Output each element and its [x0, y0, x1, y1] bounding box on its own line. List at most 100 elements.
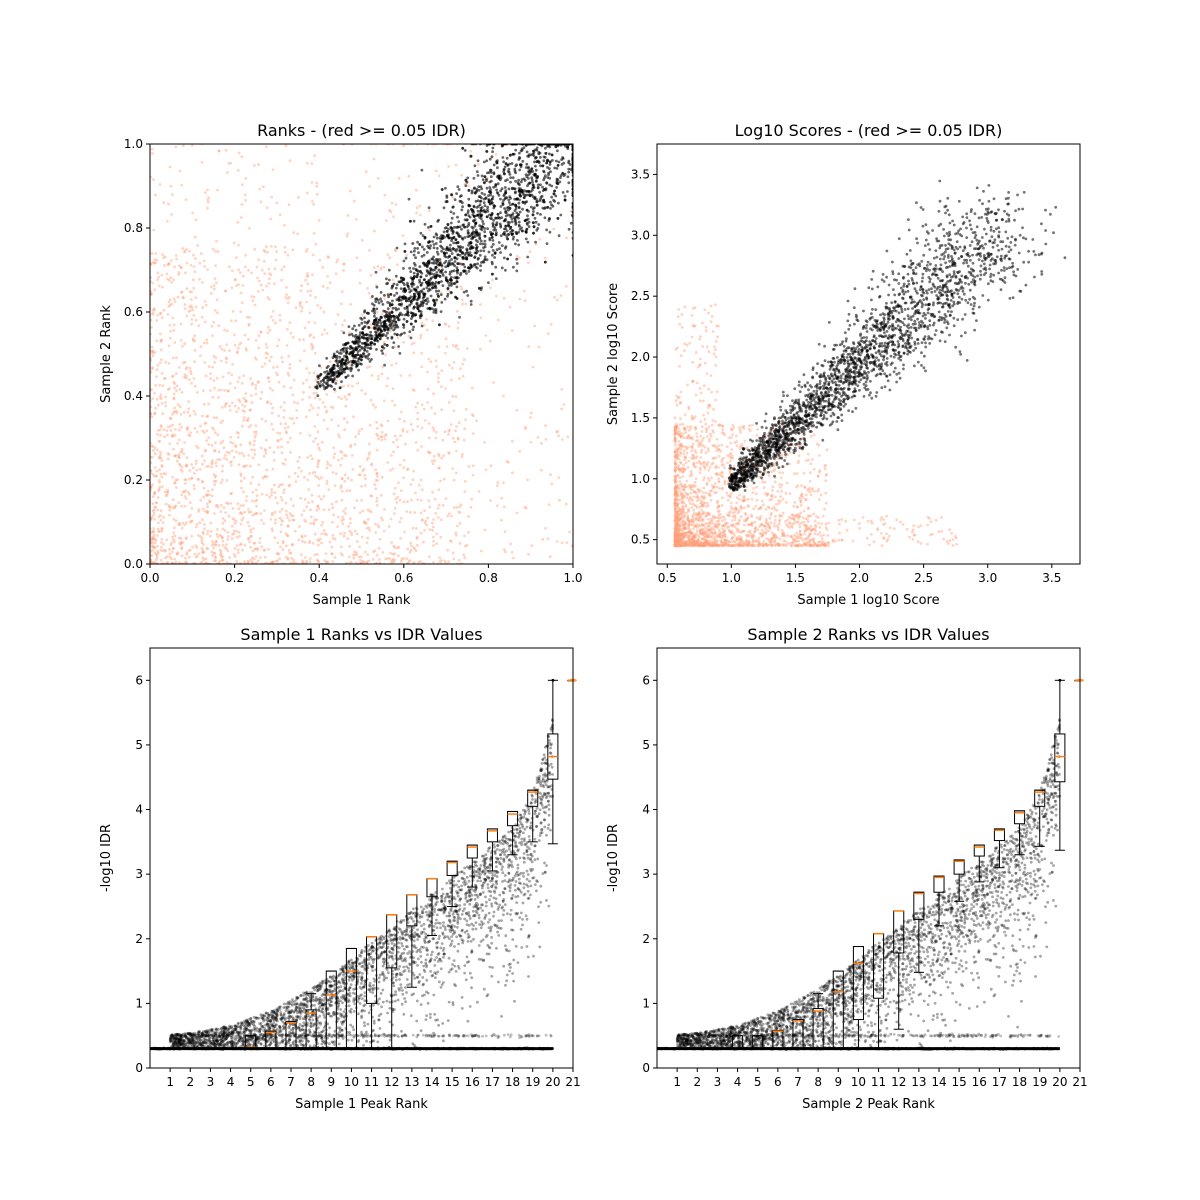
fail-point: [435, 542, 439, 545]
fail-point: [215, 528, 219, 531]
fail-point: [235, 256, 238, 259]
x-tick-label: 0.8: [479, 571, 498, 585]
fail-point: [808, 487, 812, 490]
fail-point: [342, 269, 345, 272]
fail-point: [333, 537, 337, 541]
fail-point: [396, 495, 400, 499]
fail-point: [382, 265, 386, 269]
fail-point: [446, 514, 450, 518]
pass-point: [409, 322, 413, 326]
pass-point: [509, 180, 512, 184]
fail-point: [347, 384, 350, 388]
fail-point: [518, 450, 522, 453]
fail-point: [311, 253, 315, 257]
fail-point: [355, 217, 358, 221]
fail-point: [528, 250, 532, 254]
fail-point: [508, 305, 512, 309]
pass-point: [504, 211, 508, 215]
pass-point: [517, 178, 520, 182]
pass-point: [402, 278, 405, 281]
fail-point: [195, 430, 199, 434]
fail-point: [241, 274, 245, 278]
fail-point: [677, 440, 681, 443]
fail-point: [398, 463, 402, 467]
fail-point: [291, 417, 294, 421]
pass-point: [540, 194, 544, 198]
fail-point: [289, 451, 292, 454]
fail-point: [229, 502, 233, 505]
fail-point: [259, 330, 263, 334]
pass-point: [332, 363, 336, 367]
fail-point: [343, 453, 346, 457]
pass-point: [332, 354, 336, 358]
pass-point: [444, 265, 448, 269]
fail-point: [416, 425, 420, 428]
pass-point: [393, 323, 397, 326]
fail-point: [673, 456, 677, 459]
fail-point: [375, 432, 378, 436]
pass-point: [529, 205, 533, 209]
fail-point: [429, 360, 433, 363]
pass-point: [494, 183, 498, 187]
pass-point: [548, 167, 551, 171]
fail-point: [190, 144, 194, 147]
fail-point: [237, 376, 241, 380]
pass-point: [317, 377, 320, 380]
fail-point: [150, 461, 153, 465]
pass-point: [527, 225, 531, 229]
fail-point: [510, 329, 514, 332]
fail-point: [334, 272, 338, 276]
fail-point: [275, 371, 278, 375]
fail-point: [253, 512, 257, 516]
pass-point: [546, 159, 550, 163]
fail-point: [227, 162, 231, 166]
pass-point: [411, 242, 415, 245]
pass-point: [517, 220, 521, 224]
fail-point: [150, 561, 153, 564]
pass-point: [441, 247, 445, 251]
fail-point: [281, 360, 284, 364]
fail-point: [183, 249, 187, 253]
fail-point: [707, 403, 711, 407]
fail-point: [153, 517, 156, 521]
fail-point: [674, 493, 678, 497]
fail-point: [366, 286, 369, 290]
pass-point: [483, 204, 487, 208]
fail-point: [308, 539, 312, 543]
fail-point: [426, 516, 429, 520]
fail-point: [189, 304, 193, 308]
pass-point: [336, 361, 339, 365]
fail-point: [286, 534, 290, 537]
fail-point: [454, 163, 458, 167]
fail-point: [242, 396, 246, 400]
fail-point: [322, 310, 326, 314]
fail-point: [458, 505, 461, 509]
fail-point: [312, 521, 315, 525]
fail-point: [355, 532, 359, 536]
pass-point: [397, 307, 400, 311]
fail-point: [312, 371, 316, 375]
fail-point: [244, 346, 248, 350]
fail-point: [427, 209, 431, 213]
fail-point: [224, 148, 228, 152]
fail-point: [365, 458, 369, 461]
pass-point: [465, 218, 469, 222]
pass-point: [478, 203, 482, 207]
fail-point: [151, 313, 154, 316]
fail-point: [366, 553, 370, 557]
fail-point: [511, 439, 514, 443]
fail-point: [421, 518, 424, 521]
pass-point: [563, 198, 567, 202]
pass-point: [379, 328, 383, 332]
fail-point: [330, 418, 334, 421]
fail-point: [180, 546, 184, 550]
fail-point: [266, 296, 270, 299]
fail-point: [150, 262, 153, 266]
fail-point: [174, 504, 178, 508]
pass-point: [489, 171, 493, 174]
pass-point: [452, 230, 455, 234]
pass-point: [432, 255, 435, 259]
fail-point: [253, 356, 257, 360]
pass-point: [410, 317, 413, 320]
fail-point: [177, 273, 181, 276]
